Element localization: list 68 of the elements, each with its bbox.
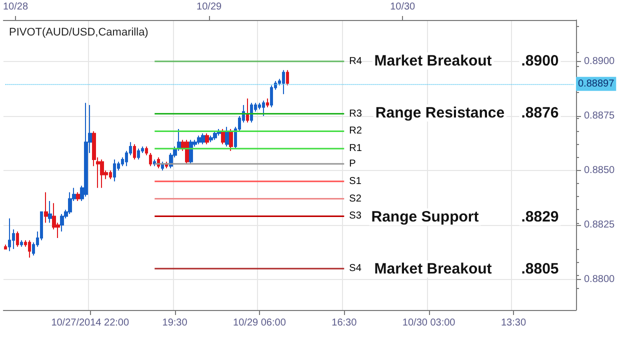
x-tick-label: 10/30 03:00 [402, 318, 456, 328]
series-label: R2 [349, 126, 362, 137]
candlestick [266, 98, 269, 108]
annotation: Market Breakout [374, 260, 492, 278]
candlestick [246, 98, 249, 123]
x-tick-label: 16:30 [332, 318, 358, 328]
candlestick [201, 132, 205, 145]
candlestick [8, 218, 11, 252]
x-tick-label: 10/29 06:00 [233, 318, 286, 328]
series-label: S2 [349, 193, 362, 204]
candlestick [189, 139, 193, 164]
annotation: .8805 [521, 260, 559, 278]
candlestick [16, 231, 19, 248]
candlestick [133, 144, 136, 160]
candlestick [149, 152, 152, 167]
candlestick [68, 192, 72, 215]
candlestick [137, 148, 140, 160]
candlestick [76, 192, 80, 202]
candlestick [270, 84, 273, 108]
candlestick [221, 128, 225, 145]
y-tick-label: 0.8875 [584, 110, 616, 122]
candlestick [286, 70, 289, 86]
candlestick [84, 102, 88, 198]
candlestick [44, 192, 48, 224]
candlestick [48, 200, 52, 224]
candlestick [209, 135, 213, 143]
candlestick [197, 135, 201, 145]
series-label: R3 [349, 108, 362, 120]
candlestick [100, 159, 104, 188]
candlestick [28, 240, 31, 258]
x2-tick-label: 10/29 [196, 2, 222, 12]
ref-line-label: 0.88897 [578, 78, 615, 90]
candlestick [262, 100, 265, 116]
candlestick [185, 139, 189, 164]
text: PIVOT(AUD/USD,Camarilla) [9, 26, 148, 38]
y-tick-label: 0.8825 [584, 219, 616, 230]
annotation: .8829 [521, 208, 559, 226]
annotation: .8900 [521, 52, 559, 70]
series-label: S3 [349, 210, 362, 222]
series-label: P [349, 158, 356, 170]
annotation: Market Breakout [374, 52, 492, 70]
annotation: Range Support [371, 208, 479, 226]
candlestick [205, 132, 209, 145]
candlestick [250, 102, 253, 123]
x-tick-label: 10/27/2014 22:00 [51, 318, 130, 328]
y-tick-label: 0.8800 [584, 274, 616, 285]
candlestick [229, 128, 233, 152]
candlestick [60, 214, 64, 232]
annotation: .8876 [521, 104, 559, 122]
series-label: S4 [349, 263, 362, 274]
x2-tick-label: 10/30 [390, 2, 416, 12]
x-tick-label: 13:30 [500, 318, 526, 328]
candlestick [282, 70, 285, 95]
candlestick [4, 244, 7, 250]
series-label: R4 [349, 56, 362, 67]
y-tick-label: 0.8850 [584, 164, 616, 176]
series-label: R1 [349, 143, 362, 154]
candlestick [161, 161, 164, 171]
candlestick [145, 146, 148, 156]
annotation: Range Resistance [375, 104, 505, 122]
y-tick-label: 0.8900 [584, 56, 616, 67]
candlestick [213, 130, 217, 140]
x2-tick-label: 10/28 [2, 2, 28, 12]
series-label: S1 [349, 176, 362, 187]
candlestick [113, 159, 116, 182]
candlestick [225, 126, 229, 147]
x-tick-label: 19:30 [162, 318, 188, 328]
candlestick [20, 240, 23, 248]
